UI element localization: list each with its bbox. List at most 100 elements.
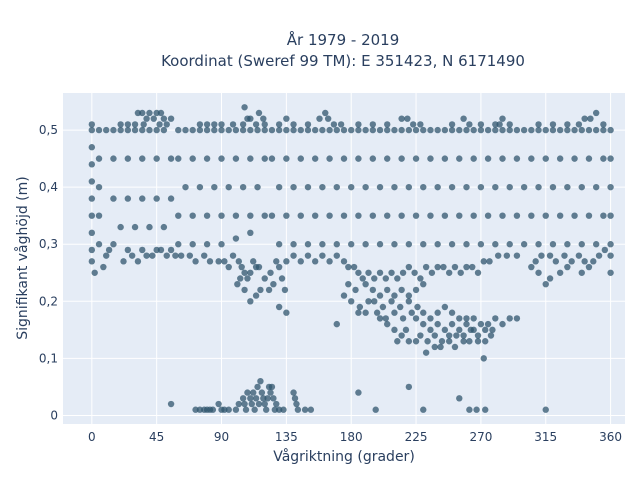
data-point bbox=[88, 161, 96, 168]
data-point bbox=[153, 155, 160, 162]
data-point bbox=[578, 269, 585, 276]
data-point bbox=[538, 252, 545, 259]
data-point bbox=[307, 406, 315, 413]
data-point bbox=[345, 263, 352, 271]
data-point bbox=[294, 406, 302, 413]
data-point bbox=[175, 155, 182, 162]
data-point bbox=[503, 252, 511, 259]
data-point bbox=[283, 309, 290, 316]
data-point bbox=[362, 241, 369, 248]
data-point bbox=[268, 126, 276, 134]
data-point bbox=[189, 155, 196, 162]
data-point bbox=[506, 241, 513, 248]
data-point bbox=[252, 121, 260, 128]
data-point bbox=[247, 395, 254, 402]
data-point bbox=[225, 126, 232, 134]
data-point bbox=[482, 338, 489, 345]
chart-subtitle: Koordinat (Sweref 99 TM): E 351423, N 61… bbox=[161, 52, 525, 70]
data-point bbox=[477, 121, 485, 128]
data-point bbox=[581, 115, 588, 122]
data-point bbox=[499, 126, 506, 134]
data-point bbox=[182, 183, 189, 191]
data-point bbox=[196, 121, 204, 128]
data-point bbox=[384, 126, 391, 134]
data-point bbox=[117, 223, 124, 231]
data-point bbox=[319, 126, 326, 134]
data-point bbox=[441, 212, 449, 219]
data-point bbox=[247, 155, 254, 162]
data-point bbox=[592, 126, 600, 134]
data-point bbox=[398, 155, 405, 162]
data-point bbox=[229, 252, 237, 259]
data-point bbox=[261, 212, 268, 219]
data-point bbox=[384, 121, 391, 128]
data-point bbox=[460, 332, 467, 339]
data-point bbox=[241, 269, 248, 276]
data-point bbox=[405, 383, 413, 391]
data-point bbox=[131, 121, 139, 128]
data-point bbox=[477, 183, 485, 191]
data-point bbox=[304, 126, 312, 134]
data-point bbox=[95, 183, 103, 191]
data-point bbox=[456, 155, 463, 162]
data-point bbox=[365, 298, 372, 305]
data-point bbox=[499, 212, 506, 219]
data-point bbox=[441, 155, 449, 162]
data-point bbox=[445, 338, 453, 345]
data-point bbox=[182, 126, 189, 134]
data-point bbox=[474, 332, 482, 339]
data-point bbox=[218, 241, 225, 248]
data-point bbox=[513, 212, 521, 219]
data-point bbox=[234, 280, 241, 288]
data-point bbox=[405, 183, 413, 191]
data-point bbox=[549, 183, 557, 191]
data-point bbox=[427, 315, 434, 322]
data-point bbox=[607, 212, 614, 219]
data-point bbox=[189, 241, 196, 248]
data-point bbox=[150, 115, 157, 122]
data-point bbox=[211, 121, 218, 128]
data-point bbox=[412, 155, 420, 162]
data-point bbox=[139, 195, 146, 202]
data-point bbox=[281, 286, 289, 294]
data-point bbox=[211, 183, 218, 191]
data-point bbox=[448, 183, 456, 191]
data-point bbox=[247, 229, 254, 237]
data-point bbox=[160, 126, 168, 134]
data-point bbox=[542, 212, 549, 219]
data-point bbox=[391, 183, 398, 191]
data-point bbox=[470, 212, 477, 219]
data-point bbox=[424, 338, 431, 345]
data-point bbox=[139, 246, 146, 254]
data-point bbox=[110, 126, 117, 134]
data-point bbox=[513, 126, 521, 134]
data-point bbox=[275, 126, 283, 134]
data-point bbox=[448, 241, 456, 248]
data-point bbox=[149, 252, 156, 259]
data-point bbox=[124, 246, 132, 254]
data-point bbox=[345, 280, 352, 288]
data-point bbox=[595, 252, 603, 259]
data-point bbox=[268, 383, 276, 391]
data-point bbox=[484, 320, 492, 328]
data-point bbox=[355, 126, 362, 134]
data-point bbox=[290, 126, 297, 134]
data-point bbox=[242, 406, 250, 413]
data-point bbox=[186, 252, 194, 259]
y-tick-label: 0,4 bbox=[39, 180, 58, 194]
data-point bbox=[275, 183, 283, 191]
data-point bbox=[333, 183, 340, 191]
data-point bbox=[412, 315, 420, 322]
data-point bbox=[340, 126, 348, 134]
data-point bbox=[189, 212, 196, 219]
data-point bbox=[587, 115, 594, 122]
data-point bbox=[304, 183, 312, 191]
data-point bbox=[311, 155, 319, 162]
data-point bbox=[434, 183, 441, 191]
data-point bbox=[528, 263, 535, 271]
data-point bbox=[456, 395, 463, 402]
data-point bbox=[542, 126, 549, 134]
data-point bbox=[391, 326, 398, 334]
data-point bbox=[117, 121, 124, 128]
data-point bbox=[290, 389, 297, 396]
